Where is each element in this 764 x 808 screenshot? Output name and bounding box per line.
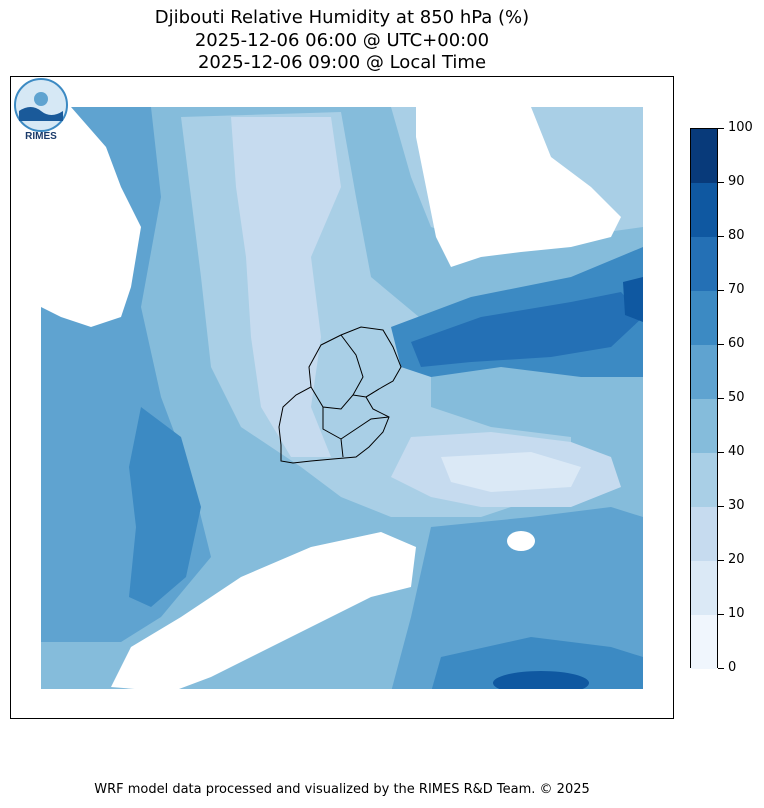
field-west-deep [129,407,201,607]
title-line-1: Djibouti Relative Humidity at 850 hPa (%… [154,7,530,28]
field-central-drier [231,117,341,457]
logo-sun [34,92,48,106]
colorbar-tick-label: 10 [728,606,745,621]
rimes-logo: RIMES [14,78,68,142]
footer-credit: WRF model data processed and visualized … [94,782,590,797]
colorbar-band [691,291,717,345]
title-line-2: 2025-12-06 06:00 @ UTC+00:00 [194,30,490,51]
colorbar-tick [718,344,724,345]
mask-east-hole [507,531,535,551]
field-gulf-wettest [623,277,643,322]
colorbar-tick-label: 0 [728,660,737,675]
logo-text: RIMES [25,131,57,142]
colorbar-tick [718,182,724,183]
border-region-3 [340,416,390,440]
colorbar-tick-label: 40 [728,444,745,459]
colorbar-tick [718,452,724,453]
colorbar-tick-label: 100 [728,120,753,135]
country-borders [278,326,402,464]
colorbar-band [691,453,717,507]
colorbar-tick-label: 90 [728,174,745,189]
colorbar-tick [718,614,724,615]
logo-wave [19,107,63,121]
colorbar-tick-label: 70 [728,282,745,297]
colorbar-tick [718,506,724,507]
colorbar-tick [718,236,724,237]
field-gulf-wetter [411,292,643,367]
mask-north-gulf [416,107,621,267]
mask-southwest [111,532,416,692]
colorbar-tick-label: 60 [728,336,745,351]
colorbar-tick-label: 20 [728,552,745,567]
mask-north-edge [11,77,673,107]
humidity-map: RIMES [10,76,674,719]
colorbar-band [691,507,717,561]
colorbar-tick [718,668,724,669]
border-region-2 [322,407,344,458]
colorbar [690,128,718,669]
colorbar-tick [718,398,724,399]
field-southeast-deep [431,637,643,692]
colorbar-band [691,399,717,453]
colorbar-band [691,345,717,399]
colorbar-band [691,129,717,183]
colorbar-tick [718,290,724,291]
colorbar-band [691,615,717,669]
border-region-4 [352,388,380,398]
title-line-3: 2025-12-06 09:00 @ Local Time [197,52,487,73]
colorbar-tick [718,128,724,129]
humidity-map-canvas [11,77,673,718]
mask-east-edge [643,107,673,692]
colorbar-tick-label: 30 [728,498,745,513]
field-east-driest [441,452,581,492]
colorbar-band [691,561,717,615]
mask-northwest [41,107,141,327]
colorbar-band [691,237,717,291]
mask-west-edge [11,77,41,718]
mask-south-edge [11,689,673,718]
colorbar-tick-label: 50 [728,390,745,405]
colorbar-band [691,183,717,237]
colorbar-tick [718,560,724,561]
border-outline [278,326,402,464]
colorbar-tick-label: 80 [728,228,745,243]
